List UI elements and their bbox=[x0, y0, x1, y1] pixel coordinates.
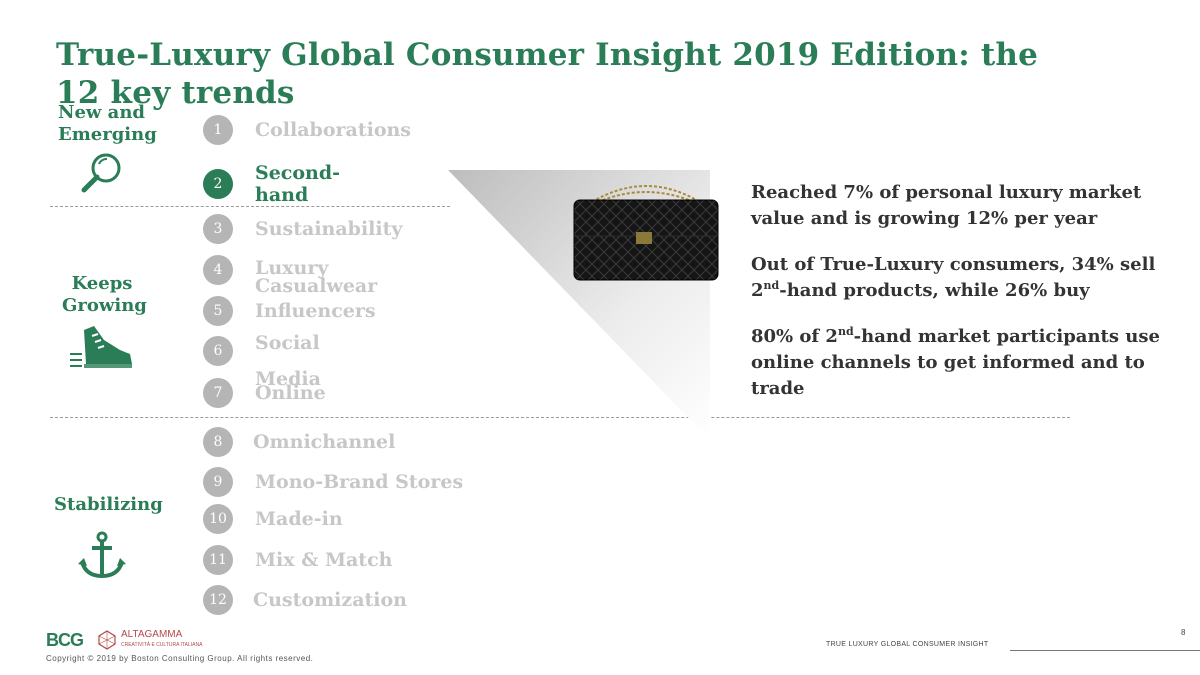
altagamma-logo: ALTAGAMMA CREATIVITÀ E CULTURA ITALIANA bbox=[97, 630, 202, 650]
trend-number-badge: 7 bbox=[203, 378, 233, 408]
page-number: 8 bbox=[1181, 628, 1186, 637]
trend-number-badge: 8 bbox=[203, 427, 233, 457]
altagamma-tagline: CREATIVITÀ E CULTURA ITALIANA bbox=[121, 642, 203, 648]
trend-number-badge: 1 bbox=[203, 115, 233, 145]
trend-label: Luxury Casualwear bbox=[255, 257, 378, 297]
trend-number-badge: 11 bbox=[203, 545, 233, 575]
fact-text: Out of True-Luxury consumers, 34% sell 2 bbox=[751, 254, 1156, 301]
category-label-keeps-growing: Keeps Growing bbox=[62, 273, 147, 316]
fact-market-share: Reached 7% of personal luxury market val… bbox=[751, 182, 1142, 229]
trend-label: Influencers bbox=[255, 300, 376, 322]
trend-label: Online bbox=[255, 382, 326, 404]
trend-item-6[interactable]: 6 Social Media bbox=[203, 332, 325, 390]
page-title: True-Luxury Global Consumer Insight 2019… bbox=[56, 37, 1039, 111]
trend-item-9[interactable]: 9 Mono-Brand Stores bbox=[203, 467, 463, 497]
trend-item-7[interactable]: 7 Online bbox=[203, 378, 326, 408]
section-divider bbox=[50, 417, 1070, 418]
fact-text: -hand market participants use online cha… bbox=[751, 326, 1160, 399]
fact-superscript: nd bbox=[763, 279, 780, 292]
trend-number-badge: 3 bbox=[203, 214, 233, 244]
section-divider bbox=[50, 206, 450, 207]
trend-label: Mono-Brand Stores bbox=[255, 471, 464, 493]
altagamma-emblem-icon bbox=[98, 630, 116, 650]
footer-rule bbox=[1010, 650, 1200, 651]
bcg-logo: BCG bbox=[46, 629, 84, 650]
trend-item-10[interactable]: 10 Made-in bbox=[203, 504, 343, 534]
trend-item-12[interactable]: 12 Customization bbox=[203, 585, 407, 615]
fact-text: 80% of 2 bbox=[751, 326, 838, 347]
trend-number-badge: 12 bbox=[203, 585, 233, 615]
trend-number-badge: 2 bbox=[203, 169, 233, 199]
trend-item-1[interactable]: 1 Collaborations bbox=[203, 115, 411, 145]
category-label-new-emerging: New and Emerging bbox=[58, 102, 157, 145]
trend-label: Second-hand bbox=[255, 162, 341, 206]
trend-number-badge: 10 bbox=[203, 504, 233, 534]
anchor-icon bbox=[78, 531, 126, 579]
trend-number-badge: 9 bbox=[203, 467, 233, 497]
trend-item-4[interactable]: 4 Luxury Casualwear bbox=[203, 255, 377, 296]
fact-text: -hand products, while 26% buy bbox=[779, 280, 1090, 301]
trend-item-8[interactable]: 8 Omnichannel bbox=[203, 427, 395, 457]
sneaker-icon bbox=[70, 326, 132, 368]
fact-consumers: Out of True-Luxury consumers, 34% sell 2… bbox=[751, 252, 1171, 304]
trend-item-11[interactable]: 11 Mix & Match bbox=[203, 545, 392, 575]
trend-label: Mix & Match bbox=[255, 549, 393, 571]
trend-number-badge: 6 bbox=[203, 336, 233, 366]
fact-online-channels: 80% of 2nd-hand market participants use … bbox=[751, 324, 1171, 402]
trend-label: Customization bbox=[253, 589, 407, 611]
trend-item-3[interactable]: 3 Sustainability bbox=[203, 214, 402, 244]
altagamma-name: ALTAGAMMA bbox=[121, 629, 183, 640]
trend-label: Social Media bbox=[255, 332, 321, 390]
trend-label: Omnichannel bbox=[253, 431, 396, 453]
trend-label: Made-in bbox=[255, 508, 343, 530]
copyright-notice: Copyright © 2019 by Boston Consulting Gr… bbox=[46, 654, 314, 663]
trend-number-badge: 4 bbox=[203, 255, 233, 285]
trend-label: Collaborations bbox=[255, 119, 411, 141]
magnifier-icon bbox=[81, 153, 121, 193]
fact-superscript: nd bbox=[837, 325, 854, 338]
trend-label: Sustainability bbox=[255, 218, 403, 240]
handbag-image bbox=[573, 185, 719, 281]
footer-report-title: TRUE LUXURY GLOBAL CONSUMER INSIGHT bbox=[826, 641, 989, 648]
trend-number-badge: 5 bbox=[203, 296, 233, 326]
trend-item-2[interactable]: 2 Second-hand bbox=[203, 162, 345, 206]
trend-item-5[interactable]: 5 Influencers bbox=[203, 296, 376, 326]
second-hand-facts: Reached 7% of personal luxury market val… bbox=[751, 180, 1171, 422]
footer-logos: BCG ALTAGAMMA CREATIVITÀ E CULTURA ITALI… bbox=[46, 628, 202, 652]
category-label-stabilizing: Stabilizing bbox=[54, 494, 163, 515]
